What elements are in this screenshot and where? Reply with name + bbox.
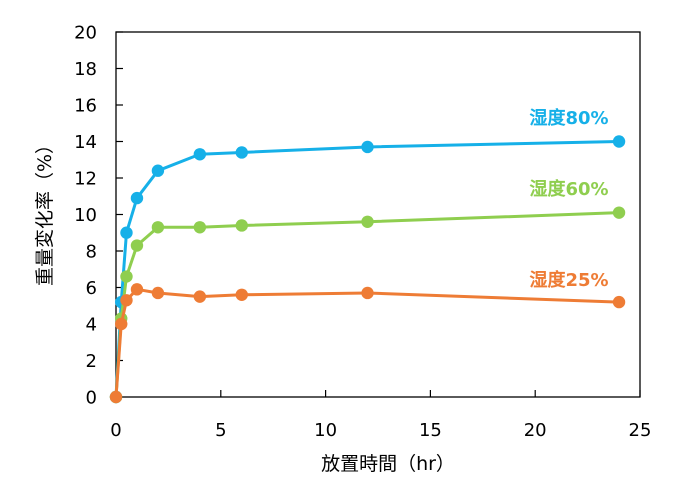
series-line — [114, 287, 621, 399]
data-point — [109, 390, 123, 404]
data-point — [151, 164, 165, 177]
data-point — [612, 135, 626, 148]
x-tick-label: 5 — [215, 420, 226, 441]
data-point — [151, 221, 165, 234]
series-layer — [109, 135, 626, 404]
data-point — [235, 288, 248, 301]
series-label: 湿度60% — [529, 178, 608, 200]
y-axis-title: 重量変化率（%） — [34, 135, 56, 286]
data-point — [120, 226, 133, 239]
y-tick-label: 16 — [74, 96, 97, 117]
data-point — [193, 221, 207, 234]
x-tick-label: 15 — [419, 420, 442, 441]
series-label: 湿度25% — [529, 269, 608, 291]
data-point — [361, 286, 374, 300]
y-tick-label: 2 — [86, 351, 97, 372]
data-point — [612, 206, 626, 219]
y-tick-label: 0 — [86, 388, 97, 409]
x-axis-title: 放置時間（hr） — [321, 453, 455, 475]
x-tick-label: 25 — [629, 420, 652, 441]
data-point — [612, 295, 626, 309]
data-point — [120, 294, 133, 307]
x-tick-label: 10 — [314, 420, 337, 441]
series-label: 湿度80% — [529, 107, 608, 129]
data-point — [115, 317, 128, 331]
series-group — [109, 283, 626, 404]
data-point — [361, 140, 374, 154]
series-line — [114, 211, 621, 399]
data-point — [235, 219, 248, 232]
y-tick-label: 4 — [86, 315, 97, 336]
axes-layer: 0 2 4 6 8 10 12 14 16 18 20 0 5 10 15 20 25 放置時間（hr） 重量変化率… — [34, 23, 651, 476]
y-tick-label: 20 — [74, 23, 97, 44]
data-point — [151, 286, 165, 300]
x-tick-label: 20 — [524, 420, 547, 441]
data-point — [361, 215, 374, 228]
y-tick-label: 10 — [74, 205, 97, 226]
data-point — [130, 191, 144, 205]
data-point — [193, 148, 207, 161]
series-group — [109, 206, 626, 404]
label-layer: 湿度80% 湿度60% 湿度25% — [529, 107, 608, 291]
data-point — [235, 146, 248, 159]
data-point — [130, 283, 144, 296]
data-point — [193, 290, 207, 303]
y-tick-label: 18 — [74, 59, 97, 80]
data-point — [120, 270, 133, 283]
y-tick-label: 6 — [86, 278, 97, 299]
x-tick-label: 0 — [110, 420, 121, 441]
y-tick-label: 12 — [74, 169, 97, 190]
y-tick-label: 14 — [74, 132, 97, 153]
data-point — [130, 239, 144, 252]
y-tick-label: 8 — [86, 242, 97, 263]
